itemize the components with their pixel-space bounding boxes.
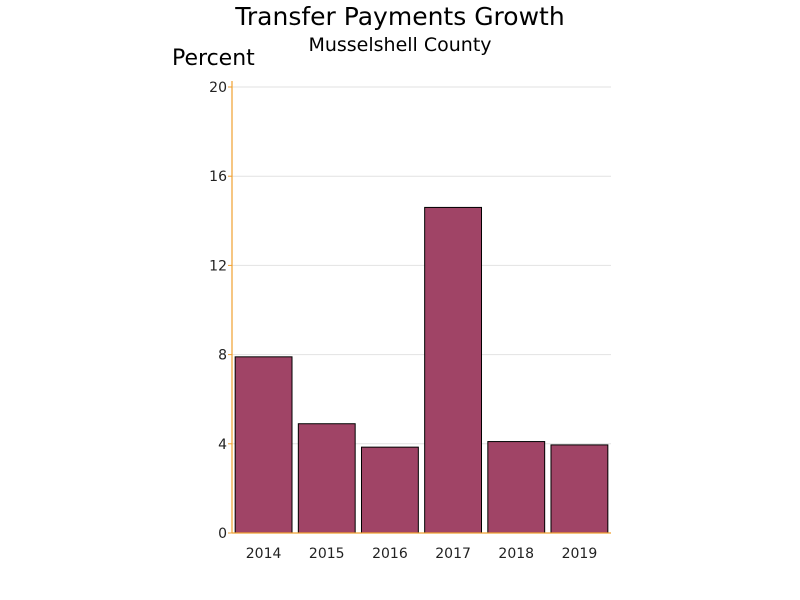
x-tick-label: 2014 [246, 546, 282, 562]
x-tick-labels: 2014 2015 2016 2017 2018 2019 [246, 546, 597, 562]
bar-2015[interactable] [297, 423, 356, 534]
x-tick-label: 2015 [309, 546, 345, 562]
chart-title: Transfer Payments Growth [235, 2, 565, 31]
y-tick-label: 0 [218, 526, 227, 542]
axes [228, 81, 611, 534]
y-tick-label: 20 [209, 80, 227, 96]
y-tick-label: 16 [209, 169, 227, 185]
bars [234, 206, 609, 534]
bar-2014[interactable] [234, 356, 293, 534]
bar-2019[interactable] [550, 444, 609, 534]
x-tick-label: 2018 [498, 546, 534, 562]
y-tick-label: 4 [218, 437, 227, 453]
y-axis-label: Percent [172, 46, 255, 71]
chart-subtitle: Musselshell County [308, 34, 492, 56]
bar-2016[interactable] [360, 446, 419, 534]
y-tick-labels: 0 4 8 12 16 20 [209, 80, 227, 542]
bar-2018[interactable] [487, 441, 546, 534]
grid-lines [232, 86, 611, 445]
x-tick-label: 2019 [562, 546, 598, 562]
y-tick-label: 8 [218, 348, 227, 364]
bar-2017[interactable] [424, 206, 483, 534]
x-tick-label: 2016 [372, 546, 408, 562]
y-tick-label: 12 [209, 258, 227, 274]
x-tick-label: 2017 [435, 546, 471, 562]
